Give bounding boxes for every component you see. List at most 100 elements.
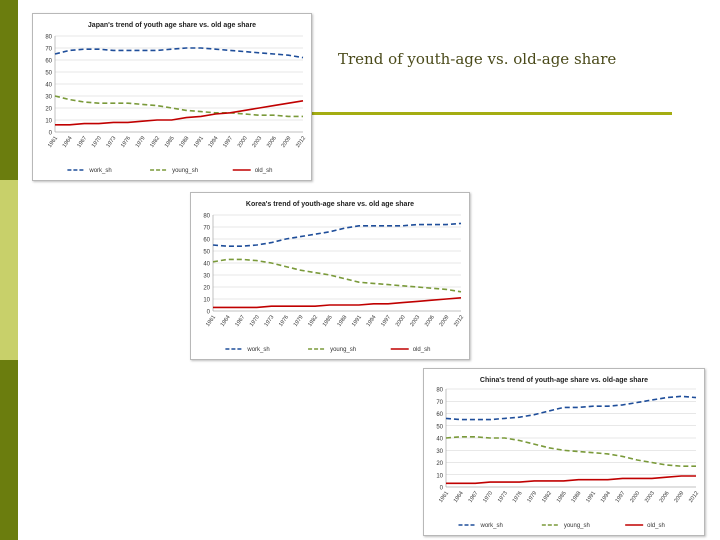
- x-tick-label: 2009: [673, 490, 685, 503]
- x-tick-label: 1964: [220, 314, 232, 327]
- chart-svg: Japan's trend of youth age share vs. old…: [45, 22, 307, 174]
- y-tick-label: 30: [45, 95, 52, 101]
- legend-label: work_sh: [480, 523, 503, 529]
- y-tick-label: 10: [436, 473, 443, 479]
- y-tick-label: 50: [45, 71, 52, 77]
- stripe-middle: [0, 180, 18, 360]
- x-tick-label: 2006: [424, 314, 436, 327]
- x-tick-label: 1997: [222, 135, 234, 148]
- legend-label: old_sh: [255, 168, 273, 174]
- x-tick-label: 2009: [281, 135, 293, 148]
- x-tick-label: 1994: [600, 490, 612, 503]
- y-tick-label: 10: [45, 119, 52, 125]
- series-line-old-sh: [213, 297, 462, 309]
- x-tick-label: 1973: [264, 314, 276, 327]
- x-tick-label: 1976: [512, 490, 524, 503]
- legend-label: young_sh: [172, 168, 198, 174]
- series-line-young-sh: [54, 95, 303, 118]
- y-tick-label: 0: [207, 310, 211, 316]
- y-tick-label: 20: [436, 461, 443, 467]
- legend-label: work_sh: [246, 347, 269, 353]
- y-tick-label: 80: [203, 214, 210, 220]
- chart-svg: Korea's trend of youth-age share vs. old…: [203, 201, 465, 353]
- x-tick-label: 1967: [468, 490, 480, 503]
- x-tick-label: 1988: [571, 490, 583, 503]
- x-tick-label: 2003: [251, 135, 263, 148]
- y-tick-label: 60: [45, 59, 52, 65]
- x-tick-label: 1982: [541, 490, 553, 503]
- x-tick-label: 1976: [120, 135, 132, 148]
- y-tick-label: 60: [436, 412, 443, 418]
- x-tick-label: 1985: [164, 135, 176, 148]
- series-line-old-sh: [446, 475, 696, 485]
- x-tick-label: 2000: [237, 135, 249, 148]
- x-tick-label: 1985: [556, 490, 568, 503]
- china-chart: China's trend of youth-age share vs. old…: [423, 368, 705, 536]
- chart-title: Japan's trend of youth age share vs. old…: [88, 22, 256, 29]
- x-tick-label: 2009: [439, 314, 451, 327]
- slide-title: Trend of youth-age vs. old-age share: [338, 50, 617, 68]
- x-tick-label: 1982: [307, 314, 319, 327]
- x-tick-label: 1964: [62, 135, 74, 148]
- y-tick-label: 50: [203, 250, 210, 256]
- y-tick-label: 30: [436, 449, 443, 455]
- y-tick-label: 70: [203, 226, 210, 232]
- chart-svg: China's trend of youth-age share vs. old…: [436, 377, 700, 529]
- legend-label: work_sh: [88, 168, 111, 174]
- x-tick-label: 1991: [585, 490, 597, 503]
- series-line-old-sh: [55, 100, 304, 126]
- x-tick-label: 1967: [234, 314, 246, 327]
- y-tick-label: 70: [436, 400, 443, 406]
- y-tick-label: 0: [49, 131, 53, 137]
- x-tick-label: 2003: [644, 490, 656, 503]
- y-tick-label: 30: [203, 274, 210, 280]
- japan-chart: Japan's trend of youth age share vs. old…: [32, 13, 312, 181]
- x-tick-label: 1961: [47, 135, 59, 148]
- x-tick-label: 1973: [497, 490, 509, 503]
- x-tick-label: 2012: [295, 135, 307, 148]
- x-tick-label: 1985: [322, 314, 334, 327]
- legend-label: old_sh: [647, 523, 665, 529]
- x-tick-label: 1973: [106, 135, 118, 148]
- title-underline: [300, 112, 672, 115]
- x-tick-label: 1976: [278, 314, 290, 327]
- x-tick-label: 1994: [208, 135, 220, 148]
- x-tick-label: 2012: [453, 314, 465, 327]
- chart-title: China's trend of youth-age share vs. old…: [480, 377, 648, 384]
- legend-label: young_sh: [330, 347, 356, 353]
- x-tick-label: 1961: [438, 490, 450, 503]
- y-tick-label: 40: [45, 83, 52, 89]
- x-tick-label: 1994: [366, 314, 378, 327]
- x-tick-label: 2012: [688, 490, 700, 503]
- x-tick-label: 2000: [629, 490, 641, 503]
- y-tick-label: 40: [203, 262, 210, 268]
- series-line-work-sh: [212, 222, 462, 248]
- x-tick-label: 2006: [266, 135, 278, 148]
- stripe-top: [0, 0, 18, 180]
- x-tick-label: 1991: [351, 314, 363, 327]
- x-tick-label: 1988: [336, 314, 348, 327]
- y-tick-label: 10: [203, 298, 210, 304]
- korea-chart: Korea's trend of youth-age share vs. old…: [190, 192, 470, 360]
- y-tick-label: 0: [440, 486, 444, 492]
- x-tick-label: 1979: [526, 490, 538, 503]
- x-tick-label: 1967: [76, 135, 88, 148]
- series-line-young-sh: [445, 436, 696, 467]
- series-line-work-sh: [445, 395, 697, 421]
- legend-label: old_sh: [413, 347, 431, 353]
- series-line-young-sh: [212, 258, 462, 293]
- x-tick-label: 1979: [135, 135, 147, 148]
- y-tick-label: 50: [436, 424, 443, 430]
- x-tick-label: 1988: [178, 135, 190, 148]
- y-tick-label: 60: [203, 238, 210, 244]
- x-tick-label: 1970: [482, 490, 494, 503]
- x-tick-label: 2006: [659, 490, 671, 503]
- x-tick-label: 1970: [249, 314, 261, 327]
- x-tick-label: 1991: [193, 135, 205, 148]
- x-tick-label: 1997: [615, 490, 627, 503]
- x-tick-label: 1979: [293, 314, 305, 327]
- y-tick-label: 80: [45, 35, 52, 41]
- y-tick-label: 40: [436, 437, 443, 443]
- y-tick-label: 20: [203, 286, 210, 292]
- series-line-work-sh: [54, 47, 304, 59]
